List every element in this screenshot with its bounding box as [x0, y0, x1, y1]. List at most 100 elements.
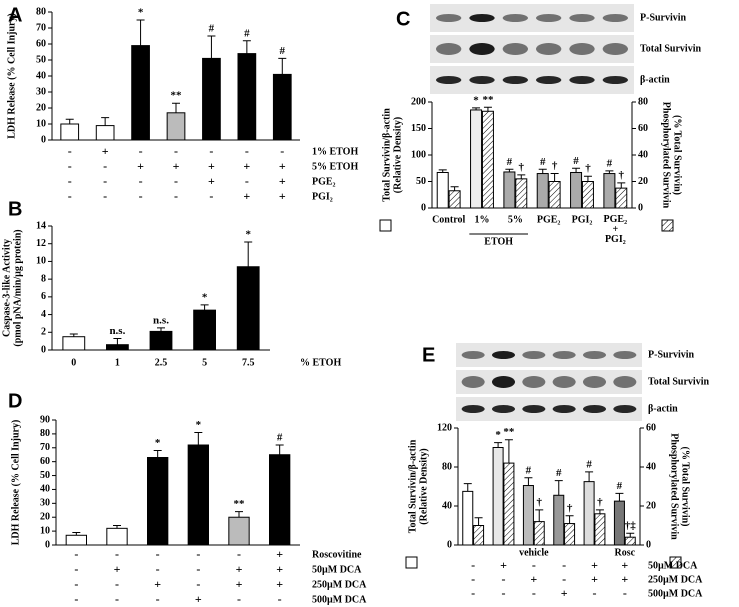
- blot-band: [469, 43, 495, 55]
- condition-sign: -: [74, 592, 78, 606]
- y-tick-label: 200: [411, 96, 426, 107]
- y-tick-label: 20: [36, 102, 46, 113]
- blot-strip: [430, 66, 634, 94]
- condition-label: 500µM DCA: [648, 588, 703, 599]
- condition-sign: -: [115, 577, 119, 591]
- bar: [533, 521, 545, 546]
- x-tick-label: 5: [202, 357, 207, 368]
- error-bar: [72, 532, 81, 536]
- y-axis-label: Caspase-3-like Activity: [1, 239, 12, 337]
- condition-sign: -: [68, 159, 72, 173]
- condition-sign: +: [279, 174, 286, 188]
- y-tick-label: 70: [40, 442, 50, 453]
- condition-sign: -: [562, 572, 566, 586]
- annotation: *: [196, 419, 202, 431]
- annotation: †‡: [625, 520, 637, 532]
- x-tick-label: PGE₂ + PGI₂: [604, 214, 628, 245]
- condition-sign: -: [209, 189, 213, 203]
- panel-label: D: [8, 390, 22, 412]
- condition-label: 50µM DCA: [648, 560, 698, 571]
- blot-band: [613, 405, 637, 413]
- blot-band: [552, 376, 576, 388]
- y-tick-label: 40: [36, 70, 46, 81]
- error-bar: [200, 304, 209, 311]
- error-bar: [153, 450, 162, 458]
- annotation: n.s.: [153, 314, 169, 326]
- y-axis-label: Total Survivin/β-actin: [407, 439, 418, 533]
- condition-sign: +: [276, 577, 283, 591]
- error-bar: [585, 471, 594, 482]
- x-tick-label: Control: [432, 214, 465, 225]
- blot-label: β-actin: [648, 403, 678, 414]
- y-tick-label: 10: [36, 118, 46, 129]
- y2-tick-label: 0: [646, 539, 651, 550]
- blot-label: P-Survivin: [640, 12, 687, 23]
- condition-sign: +: [195, 592, 202, 606]
- annotation: #: [540, 156, 546, 168]
- blot-band: [582, 405, 607, 413]
- y-tick-label: 90: [40, 414, 50, 425]
- condition-sign: +: [137, 159, 144, 173]
- legend-swatch: [661, 219, 674, 232]
- error-bar: [244, 241, 253, 267]
- bar: [60, 123, 80, 141]
- condition-sign: -: [532, 558, 536, 572]
- annotation: #: [526, 464, 532, 476]
- blot-band: [491, 405, 516, 413]
- condition-sign: -: [471, 558, 475, 572]
- error-bar: [278, 57, 287, 75]
- bar: [553, 494, 565, 546]
- condition-sign: +: [236, 562, 243, 576]
- y-tick-label: 30: [36, 86, 46, 97]
- annotation: †: [552, 160, 558, 172]
- group-label: Rosc: [615, 547, 636, 558]
- blot-band: [491, 376, 516, 388]
- annotation: #: [573, 155, 579, 167]
- condition-label: 1% ETOH: [312, 146, 358, 157]
- blot-band: [469, 76, 495, 84]
- panel-label: E: [422, 344, 435, 366]
- x-tick-label: 5%: [508, 214, 523, 225]
- bar: [536, 173, 549, 209]
- bar: [202, 57, 221, 141]
- bar: [228, 516, 250, 546]
- legend-swatch: [405, 556, 418, 569]
- condition-sign: -: [103, 189, 107, 203]
- y2-tick-label: 0: [638, 202, 643, 213]
- y-tick-label: 150: [411, 123, 426, 134]
- annotation: #: [209, 23, 215, 35]
- bar: [149, 330, 173, 351]
- condition-sign: -: [278, 592, 282, 606]
- y-tick-label: 8: [41, 273, 46, 284]
- error-bar: [605, 170, 614, 174]
- bar: [492, 447, 504, 546]
- error-bar: [565, 515, 574, 524]
- condition-sign: -: [237, 592, 241, 606]
- legend-swatch: [669, 556, 682, 569]
- condition-sign: -: [623, 586, 627, 600]
- panel-label: C: [396, 8, 410, 30]
- annotation: #: [244, 27, 250, 39]
- blot-strip: [456, 397, 642, 421]
- blot-band: [522, 376, 546, 388]
- condition-sign: +: [621, 572, 628, 586]
- blot-band: [461, 376, 485, 388]
- error-bar: [550, 173, 559, 182]
- error-bar: [494, 442, 503, 448]
- group-label: vehicle: [519, 547, 549, 558]
- y-tick-label: 10: [40, 525, 50, 536]
- bar: [95, 125, 115, 141]
- blot-band: [569, 76, 595, 84]
- y2-axis-label: (% Total Survivin): [680, 446, 691, 526]
- condition-sign: -: [562, 558, 566, 572]
- blot-band: [602, 43, 628, 55]
- condition-label: 250µM DCA: [312, 579, 367, 590]
- blot-label: Total Survivin: [648, 376, 709, 387]
- blot-band: [491, 351, 516, 359]
- error-bar: [535, 509, 544, 522]
- annotation: *: [202, 291, 208, 303]
- legend-swatch: [379, 219, 392, 232]
- condition-sign: -: [74, 547, 78, 561]
- condition-sign: +: [276, 562, 283, 576]
- bar: [503, 462, 515, 546]
